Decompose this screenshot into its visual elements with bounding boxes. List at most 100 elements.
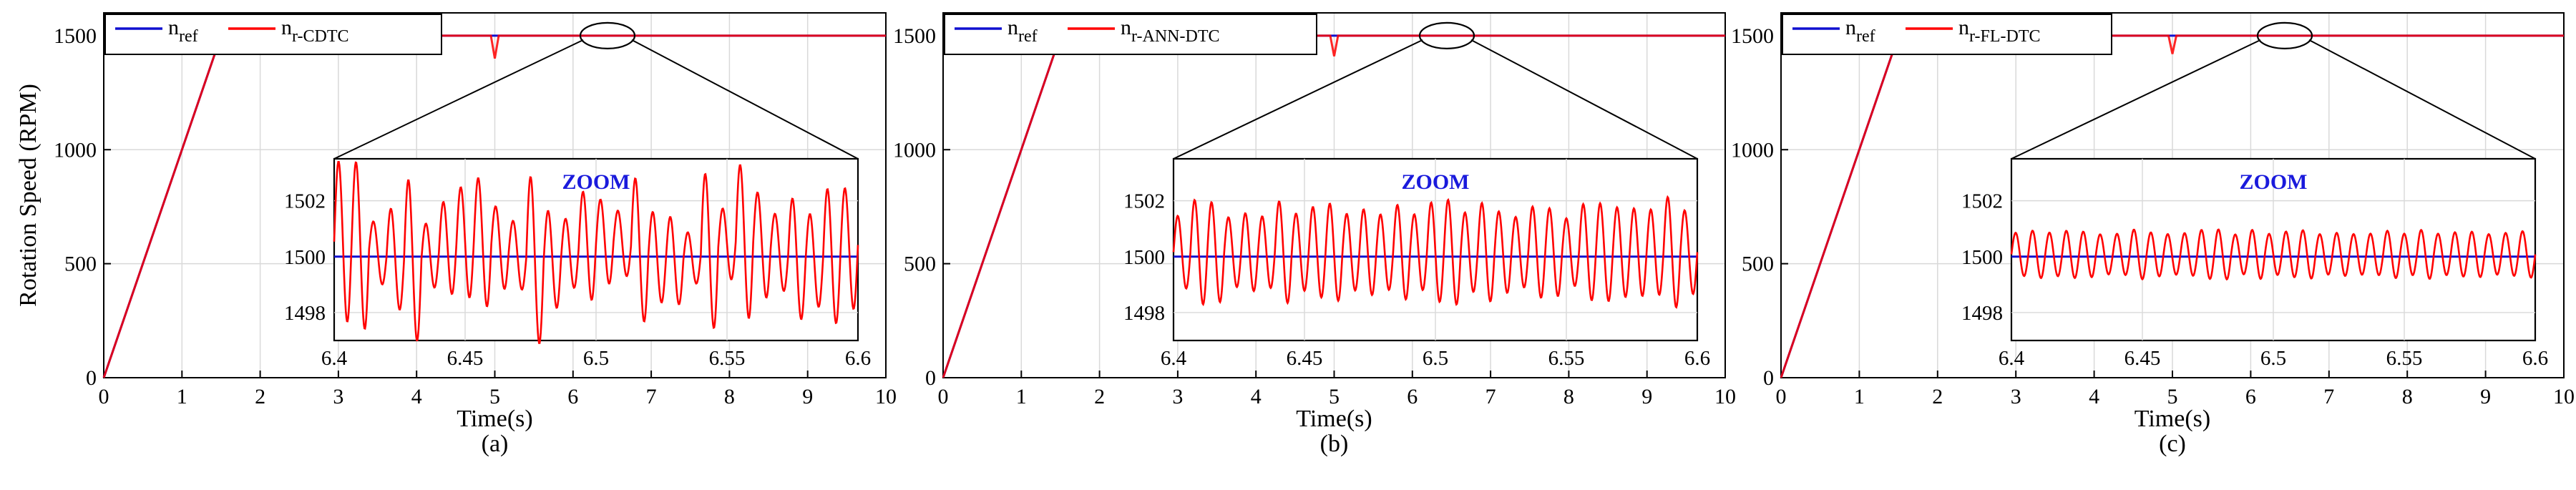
zoom-x-tick-label: 6.6 xyxy=(2522,347,2548,370)
zoom-x-tick-label: 6.5 xyxy=(583,347,609,370)
y-tick-label: 0 xyxy=(1763,366,1774,390)
zoom-connector-left xyxy=(2011,39,2261,160)
x-tick-label: 8 xyxy=(1563,385,1574,408)
zoom-actual-signal xyxy=(333,160,859,344)
zoom-connector-right xyxy=(1470,39,1698,160)
x-tick-label: 10 xyxy=(1714,385,1736,408)
x-tick-label: 0 xyxy=(938,385,949,408)
x-axis-label: Time(s) xyxy=(457,406,532,432)
zoom-x-tick-label: 6.45 xyxy=(1287,347,1323,370)
zoom-x-tick-label: 6.4 xyxy=(1999,347,2025,370)
zoom-marker xyxy=(579,21,636,49)
zoom-x-tick-label: 6.5 xyxy=(2260,347,2286,370)
x-tick-label: 9 xyxy=(1641,385,1652,408)
panel-3: 0 1 2 3 4 5 6 7 8 9 10 0 500 1000 1500 Time(s)(c) 6.4 6.4… xyxy=(1731,12,2575,457)
series-line-actual xyxy=(1780,34,2564,378)
x-tick-label: 0 xyxy=(99,385,109,408)
x-tick-label: 3 xyxy=(2011,385,2021,408)
legend-label-actual-main: n xyxy=(1121,16,1131,39)
y-tick-label: 500 xyxy=(64,253,97,276)
x-tick-label: 7 xyxy=(2323,385,2334,408)
zoom-actual-signal xyxy=(2010,228,2537,281)
legend-label-ref-main: n xyxy=(168,16,179,39)
zoom-title: ZOOM xyxy=(562,170,630,194)
zoom-connector-right xyxy=(2308,39,2536,160)
x-tick-label: 6 xyxy=(2245,385,2256,408)
legend-label-actual-main: n xyxy=(281,16,292,39)
panel-1: 0 1 2 3 4 5 6 7 8 9 10 0 500 1000 1500 Time(s)(a) 6.4 6.4… xyxy=(54,12,897,457)
zoom-y-tick-label: 1498 xyxy=(1123,302,1165,325)
x-tick-label: 0 xyxy=(1776,385,1787,408)
x-tick-label: 7 xyxy=(1485,385,1496,408)
zoom-x-tick-label: 6.4 xyxy=(321,347,348,370)
legend-label-actual: nr-ANN-DTC xyxy=(1121,16,1220,46)
zoom-x-tick-label: 6.5 xyxy=(1423,347,1448,370)
y-tick-label: 1500 xyxy=(1731,24,1774,48)
legend-label-actual: nr-FL-DTC xyxy=(1958,16,2041,46)
zoom-x-tick-label: 6.45 xyxy=(2124,347,2161,370)
zoom-x-tick-label: 6.55 xyxy=(1548,347,1585,370)
legend-label-ref: nref xyxy=(1008,16,1038,46)
y-tick-label: 0 xyxy=(925,366,936,390)
legend-label-ref-main: n xyxy=(1845,16,1856,39)
x-tick-label: 9 xyxy=(2480,385,2491,408)
zoom-marker xyxy=(1418,21,1475,49)
x-tick-label: 5 xyxy=(489,385,500,408)
legend-label-ref: nref xyxy=(1845,16,1875,46)
legend-box xyxy=(1782,14,2112,55)
x-tick-label: 7 xyxy=(646,385,657,408)
zoom-y-tick-label: 1502 xyxy=(284,190,326,213)
zoom-x-tick-label: 6.55 xyxy=(2386,347,2423,370)
zoom-y-tick-label: 1500 xyxy=(1123,246,1165,269)
zoom-y-tick-label: 1498 xyxy=(1961,302,2003,325)
x-axis-label: Time(s) xyxy=(2135,406,2210,432)
legend-label-actual: nr-CDTC xyxy=(281,16,349,46)
zoom-x-tick-label: 6.55 xyxy=(709,347,746,370)
legend-label-actual-sub: r-CDTC xyxy=(292,27,349,46)
legend: nref nr-ANN-DTC xyxy=(944,14,1317,55)
y-tick-label: 1000 xyxy=(54,138,97,162)
x-tick-label: 2 xyxy=(255,385,265,408)
zoom-y-tick-label: 1498 xyxy=(284,302,326,325)
panel-caption: (c) xyxy=(2159,431,2186,457)
series-line-actual xyxy=(942,34,1725,378)
zoom-x-tick-label: 6.4 xyxy=(1161,347,1187,370)
y-tick-label: 500 xyxy=(1742,253,1774,276)
y-tick-label: 1500 xyxy=(54,24,97,48)
series-line-actual xyxy=(102,34,886,378)
x-tick-label: 1 xyxy=(1016,385,1027,408)
legend: nref nr-CDTC xyxy=(104,14,442,55)
legend-label-ref-sub: ref xyxy=(1856,27,1875,46)
zoom-connector-left xyxy=(1173,39,1423,160)
zoom-title: ZOOM xyxy=(2240,170,2308,194)
x-tick-label: 8 xyxy=(724,385,735,408)
zoom-y-tick-label: 1500 xyxy=(1961,246,2003,269)
legend-label-ref: nref xyxy=(168,16,198,46)
zoom-y-tick-label: 1502 xyxy=(1961,190,2003,213)
legend-label-actual-sub: r-FL-DTC xyxy=(1969,27,2041,46)
legend-label-actual-main: n xyxy=(1958,16,1969,39)
legend-label-ref-main: n xyxy=(1008,16,1018,39)
y-tick-label: 1000 xyxy=(1731,138,1774,162)
panel-2: 0 1 2 3 4 5 6 7 8 9 10 0 500 1000 1500 Time(s)(b) 6.4 6.4… xyxy=(893,12,1736,457)
y-tick-label: 1000 xyxy=(893,138,936,162)
x-tick-label: 4 xyxy=(1251,385,1262,408)
legend-label-actual-sub: r-ANN-DTC xyxy=(1131,27,1220,46)
zoom-y-tick-label: 1500 xyxy=(284,246,326,269)
panel-caption: (a) xyxy=(482,431,509,457)
zoom-title: ZOOM xyxy=(1402,170,1470,194)
x-tick-label: 2 xyxy=(1932,385,1943,408)
zoom-x-tick-label: 6.45 xyxy=(447,347,484,370)
panel-caption: (b) xyxy=(1320,431,1349,457)
zoom-marker xyxy=(2256,21,2313,49)
y-tick-label: 0 xyxy=(86,366,97,390)
zoom-y-tick-label: 1502 xyxy=(1123,190,1165,213)
x-axis-label: Time(s) xyxy=(1296,406,1372,432)
zoom-x-tick-label: 6.6 xyxy=(1684,347,1710,370)
x-tick-label: 6 xyxy=(1407,385,1418,408)
y-axis-label: Rotation Speed (RPM) xyxy=(15,84,42,307)
x-tick-label: 1 xyxy=(1854,385,1865,408)
zoom-connector-left xyxy=(333,39,584,160)
